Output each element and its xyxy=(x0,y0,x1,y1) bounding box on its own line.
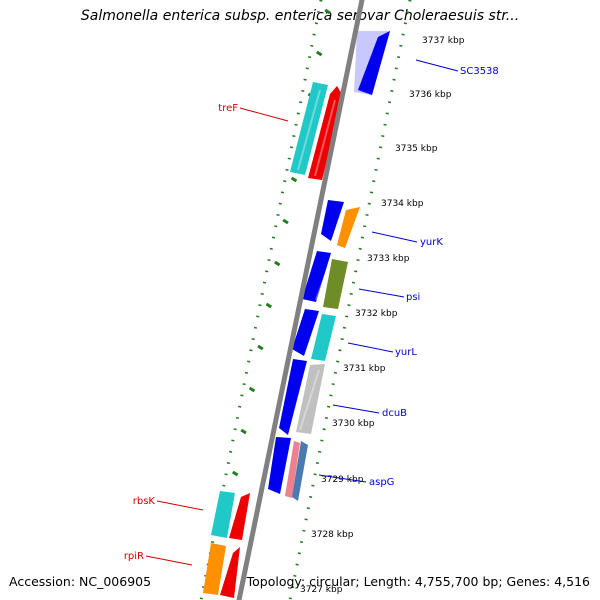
gene-name: treF xyxy=(218,103,238,114)
accession-text: Accession: NC_006905 xyxy=(9,574,152,589)
feature-gene-3729-blue xyxy=(268,437,291,494)
gene-name: aspG xyxy=(369,477,394,488)
feature-shine xyxy=(297,89,321,171)
feature-dcuB xyxy=(296,364,325,434)
tick-label: 3734 kbp xyxy=(381,199,424,209)
genome-backbone xyxy=(236,0,365,600)
tick-label: 3731 kbp xyxy=(343,364,386,374)
feature-gene-3733-blue xyxy=(302,251,331,302)
label-connector xyxy=(415,59,459,72)
gene-label-dcuB[interactable]: dcuB xyxy=(332,404,407,419)
dash-mark xyxy=(232,470,239,477)
feature-shine xyxy=(314,99,336,177)
tick-label: 3736 kbp xyxy=(409,90,452,100)
label-connector xyxy=(239,107,289,122)
label-connector xyxy=(145,555,193,566)
gene-name: rpiR xyxy=(124,551,144,562)
dash-mark xyxy=(248,386,256,393)
dash-mark xyxy=(240,428,247,435)
dash-mark xyxy=(265,302,272,309)
tick-label: 3730 kbp xyxy=(332,419,375,429)
label-connector xyxy=(156,500,204,511)
tick-label: 3727 kbp xyxy=(300,585,343,595)
gene-features xyxy=(203,31,390,598)
topology-summary: Topology: circular; Length: 4,755,700 bp… xyxy=(246,574,590,589)
gene-name: dcuB xyxy=(382,408,407,419)
feature-shine xyxy=(299,369,320,431)
dash-mark xyxy=(290,176,298,183)
gene-label-yurK[interactable]: yurK xyxy=(371,231,443,248)
feature-psi xyxy=(323,259,348,309)
gene-label-aspG[interactable]: aspG xyxy=(318,474,394,488)
gene-label-psi[interactable]: psi xyxy=(358,288,420,303)
feature-shine xyxy=(315,269,328,301)
gene-label-rbsK[interactable]: rbsK xyxy=(133,496,204,511)
tick-label: 3733 kbp xyxy=(367,254,410,264)
tick-label: 3735 kbp xyxy=(395,144,438,154)
feature-SC3538 xyxy=(358,31,390,95)
label-connector xyxy=(347,342,394,353)
dash-mark xyxy=(316,50,323,57)
feature-gene-3734-blue xyxy=(321,200,344,241)
feature-gene-3732-blue xyxy=(292,309,319,356)
label-connector xyxy=(371,231,418,243)
feature-rbsK xyxy=(229,493,250,540)
feature-rpiR xyxy=(220,547,240,598)
label-connector xyxy=(332,404,380,414)
gene-name: psi xyxy=(406,292,420,303)
gene-label-treF[interactable]: treF xyxy=(218,103,289,122)
gene-label-SC3538[interactable]: SC3538 xyxy=(415,59,499,77)
tick-label: 3737 kbp xyxy=(422,36,465,46)
gene-name: SC3538 xyxy=(460,66,499,77)
map-title: Salmonella enterica subsp. enterica sero… xyxy=(80,8,520,24)
gene-name: rbsK xyxy=(133,496,156,507)
feature-treF-cyan xyxy=(290,82,328,175)
feature-rpiR-orange xyxy=(203,543,226,595)
feature-aspG-pink xyxy=(285,441,300,498)
gene-name: yurL xyxy=(395,347,417,358)
gene-label-yurL[interactable]: yurL xyxy=(347,342,417,358)
dash-mark xyxy=(274,260,281,267)
feature-treF xyxy=(308,86,343,180)
kbp-ticks: 3737 kbp 3736 kbp 3735 kbp 3734 kbp 3733 kbp… xyxy=(300,36,465,595)
dash-mark xyxy=(257,344,264,351)
tick-label: 3728 kbp xyxy=(311,530,354,540)
dash-mark xyxy=(324,8,331,15)
feature-gene-3731-blue xyxy=(279,359,307,435)
gene-labels: SC3538 treF yurK psi yurL dcuB aspG rbsK rpiR xyxy=(124,59,499,566)
feature-yurK xyxy=(337,207,360,248)
feature-rbsK-cyan xyxy=(211,491,235,538)
gene-label-rpiR[interactable]: rpiR xyxy=(124,551,193,566)
tick-label: 3729 kbp xyxy=(321,475,364,485)
feature-aspG xyxy=(292,441,308,501)
dash-mark xyxy=(282,218,289,225)
feature-yurL xyxy=(311,314,336,361)
label-connector xyxy=(358,288,405,298)
ring-dotted-guides xyxy=(199,0,412,600)
label-connector xyxy=(318,474,367,483)
tick-label: 3732 kbp xyxy=(355,309,398,319)
gene-name: yurK xyxy=(420,237,443,248)
